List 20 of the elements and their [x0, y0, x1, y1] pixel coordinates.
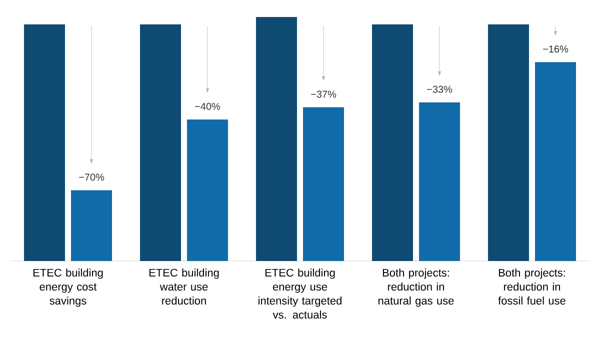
- bar: [187, 119, 228, 261]
- bar: [71, 190, 112, 261]
- bar: [140, 24, 181, 261]
- bar: [256, 16, 297, 261]
- bar: [535, 62, 576, 261]
- bar: [303, 107, 344, 261]
- x-tick-label: ETEC building energy cost savings: [33, 268, 103, 307]
- annotation: −37%: [311, 90, 336, 98]
- annotation: −33%: [427, 86, 452, 93]
- annotation: −70%: [79, 174, 104, 181]
- x-tick-label: ETEC building energy use intensity targeted vs. actuals: [258, 268, 342, 319]
- bar: [488, 24, 529, 261]
- x-tick-label: ETEC building water use reduction: [149, 268, 219, 305]
- bar: [372, 24, 413, 261]
- annotation: −40%: [195, 102, 220, 110]
- bar: [24, 24, 65, 261]
- x-tick-label: Both projects: reduction in natural gas use: [378, 268, 454, 307]
- annotation: −16%: [543, 46, 568, 53]
- x-tick-label: Both projects: reduction in fossil fuel use: [498, 268, 566, 305]
- bar: [419, 102, 460, 261]
